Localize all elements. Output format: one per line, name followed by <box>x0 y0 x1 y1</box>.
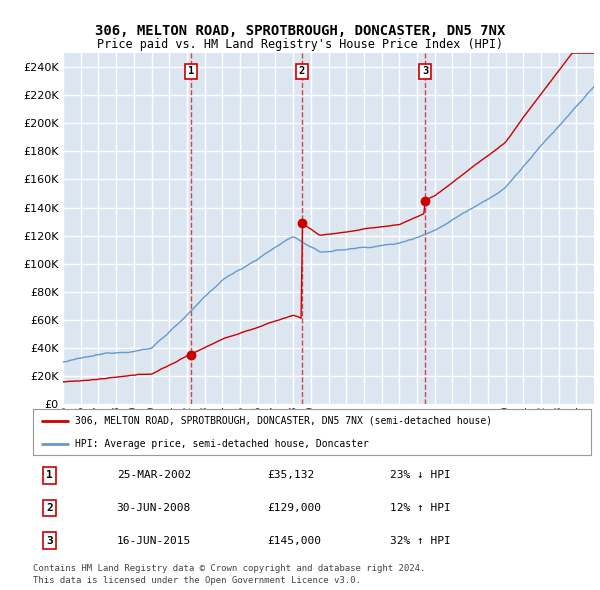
Text: 2: 2 <box>46 503 53 513</box>
Point <box>297 218 307 228</box>
Text: 16-JUN-2015: 16-JUN-2015 <box>117 536 191 546</box>
Text: HPI: Average price, semi-detached house, Doncaster: HPI: Average price, semi-detached house,… <box>75 439 368 449</box>
Text: 32% ↑ HPI: 32% ↑ HPI <box>390 536 451 546</box>
Text: 3: 3 <box>46 536 53 546</box>
Point <box>186 350 196 359</box>
Text: 30-JUN-2008: 30-JUN-2008 <box>117 503 191 513</box>
Text: 306, MELTON ROAD, SPROTBROUGH, DONCASTER, DN5 7NX: 306, MELTON ROAD, SPROTBROUGH, DONCASTER… <box>95 24 505 38</box>
Text: 23% ↓ HPI: 23% ↓ HPI <box>390 470 451 480</box>
Text: £145,000: £145,000 <box>268 536 322 546</box>
Text: This data is licensed under the Open Government Licence v3.0.: This data is licensed under the Open Gov… <box>33 576 361 585</box>
Text: 12% ↑ HPI: 12% ↑ HPI <box>390 503 451 513</box>
Text: Contains HM Land Registry data © Crown copyright and database right 2024.: Contains HM Land Registry data © Crown c… <box>33 563 425 572</box>
Text: 25-MAR-2002: 25-MAR-2002 <box>117 470 191 480</box>
Point <box>421 196 430 205</box>
Text: 3: 3 <box>422 66 428 76</box>
Text: 1: 1 <box>46 470 53 480</box>
Text: 1: 1 <box>188 66 194 76</box>
Text: 2: 2 <box>299 66 305 76</box>
Text: £35,132: £35,132 <box>268 470 314 480</box>
Text: 306, MELTON ROAD, SPROTBROUGH, DONCASTER, DN5 7NX (semi-detached house): 306, MELTON ROAD, SPROTBROUGH, DONCASTER… <box>75 416 492 426</box>
Text: Price paid vs. HM Land Registry's House Price Index (HPI): Price paid vs. HM Land Registry's House … <box>97 38 503 51</box>
Text: £129,000: £129,000 <box>268 503 322 513</box>
